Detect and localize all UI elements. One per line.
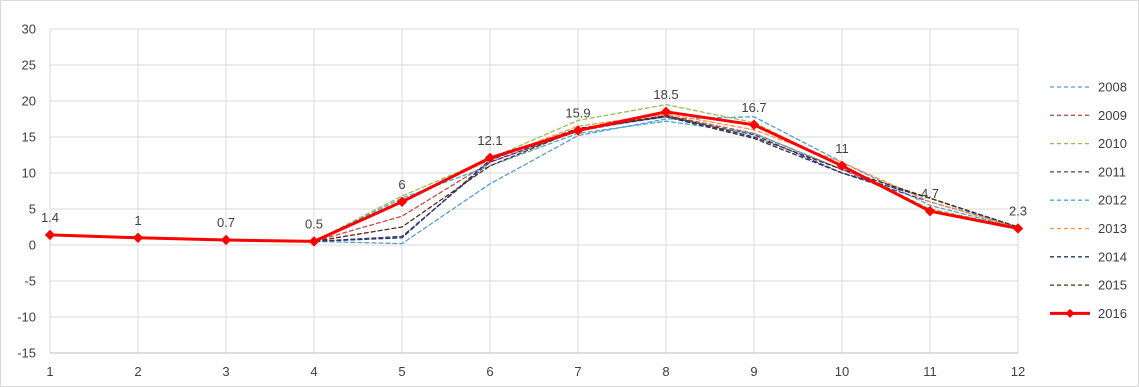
data-label-2016: 1.4	[41, 210, 59, 225]
x-tick-label: 3	[222, 364, 229, 379]
x-tick-label: 12	[1011, 364, 1025, 379]
data-label-2016: 18.5	[653, 87, 678, 102]
x-tick-label: 4	[310, 364, 317, 379]
data-label-2016: 6	[398, 177, 405, 192]
data-label-2016: 11	[835, 141, 849, 156]
y-tick-label: -15	[17, 346, 36, 361]
y-tick-label: 30	[22, 22, 36, 37]
y-tick-label: 25	[22, 58, 36, 73]
data-label-2016: 0.7	[217, 215, 235, 230]
data-label-2016: 0.5	[305, 216, 323, 231]
y-tick-label: 10	[22, 166, 36, 181]
x-tick-label: 9	[750, 364, 757, 379]
legend-label: 2014	[1098, 249, 1127, 264]
y-tick-label: -10	[17, 310, 36, 325]
legend-label: 2011	[1098, 164, 1126, 179]
legend-label: 2010	[1098, 136, 1127, 151]
legend-label: 2012	[1098, 193, 1127, 208]
x-tick-label: 1	[46, 364, 53, 379]
legend-label: 2008	[1098, 80, 1127, 95]
legend-label: 2016	[1098, 306, 1127, 321]
data-label-2016: 4.7	[921, 186, 939, 201]
x-tick-label: 6	[486, 364, 493, 379]
x-tick-label: 10	[835, 364, 849, 379]
data-label-2016: 1	[134, 213, 141, 228]
data-label-2016: 15.9	[565, 106, 590, 121]
data-label-2016: 2.3	[1009, 203, 1027, 218]
legend-label: 2013	[1098, 221, 1127, 236]
y-tick-label: 0	[29, 238, 36, 253]
y-tick-label: 15	[22, 130, 36, 145]
data-label-2016: 12.1	[477, 133, 502, 148]
x-tick-label: 8	[662, 364, 669, 379]
x-tick-label: 7	[574, 364, 581, 379]
legend-label: 2015	[1098, 278, 1127, 293]
x-tick-label: 11	[923, 364, 937, 379]
y-tick-label: 20	[22, 94, 36, 109]
data-label-2016: 16.7	[741, 100, 766, 115]
x-tick-label: 2	[134, 364, 141, 379]
y-tick-label: -5	[24, 274, 36, 289]
y-tick-label: 5	[29, 202, 36, 217]
x-tick-label: 5	[398, 364, 405, 379]
legend-label: 2009	[1098, 108, 1127, 123]
